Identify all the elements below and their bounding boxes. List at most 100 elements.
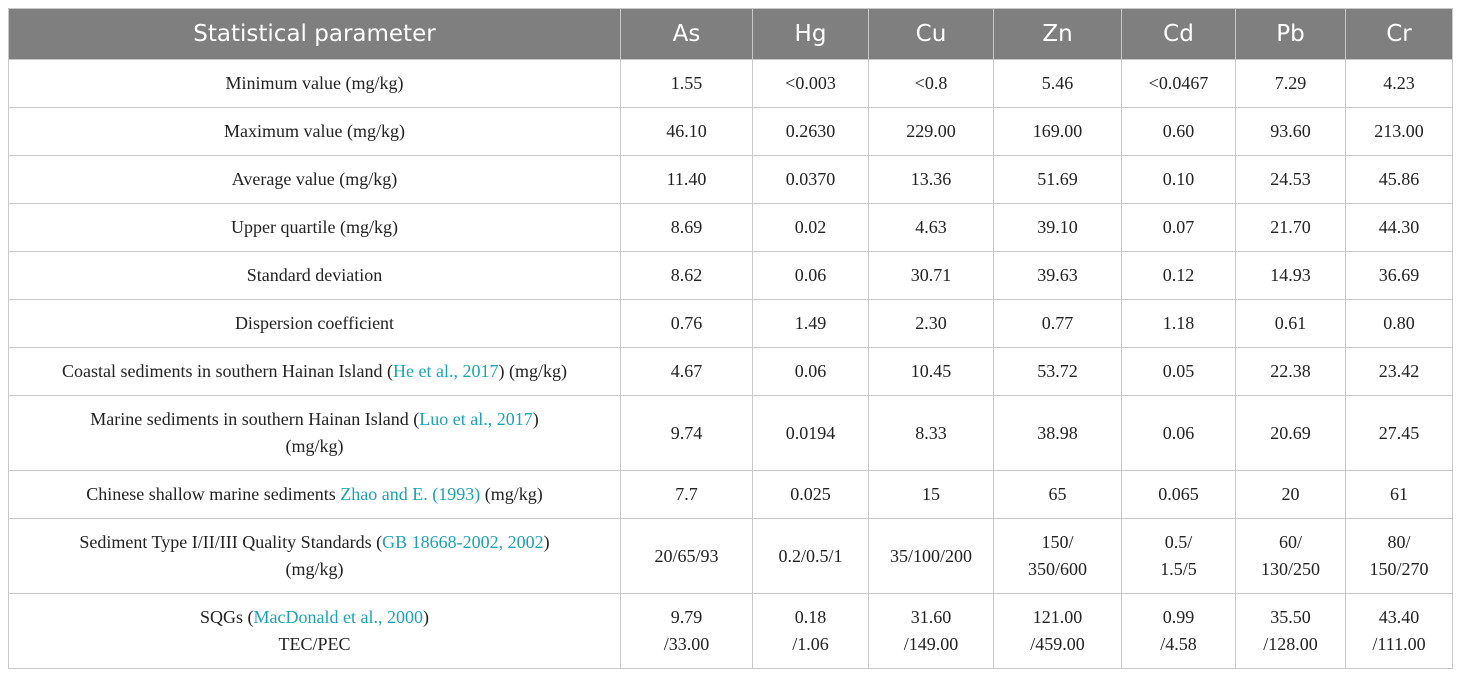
value-text: 5.46: [1041, 73, 1074, 93]
value-line: /459.00: [1030, 634, 1085, 654]
value-cell: 23.42: [1345, 347, 1453, 396]
value-cell: 0.10: [1121, 155, 1236, 204]
value-cell: 20: [1235, 470, 1346, 519]
value-cell: 0.77: [993, 299, 1122, 348]
value-cell: 61: [1345, 470, 1453, 519]
value-text: 229.00: [906, 121, 956, 141]
row-label: Upper quartile (mg/kg): [8, 203, 621, 252]
header-cell: Hg: [752, 8, 869, 60]
label-text: Upper quartile (mg/kg): [231, 217, 398, 237]
citation-link: GB 18668-2002, 2002: [382, 532, 544, 552]
value-text: 20/65/93: [654, 545, 719, 566]
value-line: 60/: [1278, 532, 1302, 552]
value-line: 130/250: [1260, 559, 1320, 579]
value-cell: 2.30: [868, 299, 994, 348]
value-cell: 169.00: [993, 107, 1122, 156]
value-cell: 150/350/600: [993, 518, 1122, 594]
value-text: 39.10: [1037, 217, 1078, 237]
value-cell: 35/100/200: [868, 518, 994, 594]
value-cell: 93.60: [1235, 107, 1346, 156]
value-text: <0.8: [914, 73, 948, 93]
label-text: ): [532, 409, 539, 429]
value-text: 0.06: [794, 265, 827, 285]
value-cell: 0.2630: [752, 107, 869, 156]
value-cell: 14.93: [1235, 251, 1346, 300]
value-text: 0.76: [670, 313, 703, 333]
label-line: Sediment Type I/II/III Quality Standards…: [15, 529, 614, 556]
value-cell: 0.05: [1121, 347, 1236, 396]
value-line: /1.06: [792, 634, 829, 654]
value-text: 15: [922, 484, 940, 504]
value-text: 9.74: [670, 422, 703, 443]
value-text: 14.93: [1270, 265, 1311, 285]
label-text: Coastal sediments in southern Hainan Isl…: [62, 361, 393, 381]
value-cell: 0.2/0.5/1: [752, 518, 869, 594]
label-text: ) (mg/kg): [498, 361, 567, 381]
value-cell: 13.36: [868, 155, 994, 204]
value-text: 1.55: [670, 73, 703, 93]
value-cell: 30.71: [868, 251, 994, 300]
value-text: 46.10: [666, 121, 707, 141]
value-text: 4.63: [915, 217, 947, 237]
table-row: Chinese shallow marine sediments Zhao an…: [8, 470, 1453, 519]
value-line: 150/: [1041, 532, 1074, 552]
value-text: 61: [1390, 484, 1408, 504]
value-text: 213.00: [1374, 121, 1424, 141]
row-label: Standard deviation: [8, 251, 621, 300]
value-cell: 5.46: [993, 59, 1122, 108]
value-cell: 0.18/1.06: [752, 593, 869, 669]
value-text: 23.42: [1378, 361, 1420, 381]
value-text: 51.69: [1037, 169, 1078, 189]
value-line: /33.00: [663, 634, 710, 654]
value-cell: 0.5/1.5/5: [1121, 518, 1236, 594]
value-cell: 31.60/149.00: [868, 593, 994, 669]
value-cell: 1.49: [752, 299, 869, 348]
value-text: 11.40: [666, 169, 707, 189]
table-row: Standard deviation 8.62 0.06 30.71 39.63 0.12…: [8, 251, 1453, 300]
table-row: Upper quartile (mg/kg) 8.69 0.02 4.63 39.10 0…: [8, 203, 1453, 252]
label-line: Coastal sediments in southern Hainan Isl…: [62, 361, 567, 381]
label-text: Minimum value (mg/kg): [225, 73, 404, 93]
label-line: TEC/PEC: [15, 631, 614, 658]
value-text: 20.69: [1270, 422, 1311, 443]
value-text: 93.60: [1270, 121, 1311, 141]
label-text: ): [543, 532, 550, 552]
value-line: 0.5/: [1164, 532, 1193, 552]
value-cell: 0.0194: [752, 395, 869, 471]
citation-link: MacDonald et al., 2000: [253, 607, 423, 627]
value-line: /128.00: [1263, 634, 1318, 654]
value-text: 0.06: [794, 361, 827, 381]
value-cell: 0.76: [620, 299, 753, 348]
value-text: 8.33: [915, 422, 947, 443]
value-text: 0.2/0.5/1: [778, 545, 843, 566]
value-text: 0.80: [1383, 313, 1415, 333]
value-text: 21.70: [1270, 217, 1311, 237]
value-cell: 20.69: [1235, 395, 1346, 471]
value-cell: 0.60: [1121, 107, 1236, 156]
value-text: 44.30: [1378, 217, 1420, 237]
row-label: Sediment Type I/II/III Quality Standards…: [8, 518, 621, 594]
value-text: 24.53: [1270, 169, 1311, 189]
label-text: (mg/kg): [480, 484, 543, 504]
value-cell: 46.10: [620, 107, 753, 156]
label-text: Average value (mg/kg): [231, 169, 398, 189]
value-text: 0.12: [1162, 265, 1195, 285]
value-text: 0.60: [1162, 121, 1195, 141]
value-text: 22.38: [1270, 361, 1311, 381]
label-text: Maximum value (mg/kg): [224, 121, 405, 141]
header-cell: Cd: [1121, 8, 1236, 60]
header-cell: Statistical parameter: [8, 8, 621, 60]
table-row: Sediment Type I/II/III Quality Standards…: [8, 518, 1453, 594]
value-cell: 0.02: [752, 203, 869, 252]
value-text: 169.00: [1032, 121, 1083, 141]
table-row: SQGs (MacDonald et al., 2000) TEC/PEC 9.79…: [8, 593, 1453, 669]
value-cell: 27.45: [1345, 395, 1453, 471]
row-label: Marine sediments in southern Hainan Isla…: [8, 395, 621, 471]
value-text: 8.62: [670, 265, 703, 285]
label-line: (mg/kg): [15, 556, 614, 583]
value-line: /4.58: [1160, 634, 1197, 654]
value-text: 2.30: [915, 313, 947, 333]
label-text: (mg/kg): [285, 436, 344, 456]
label-line: SQGs (MacDonald et al., 2000): [15, 604, 614, 631]
label-line: Minimum value (mg/kg): [226, 73, 404, 93]
